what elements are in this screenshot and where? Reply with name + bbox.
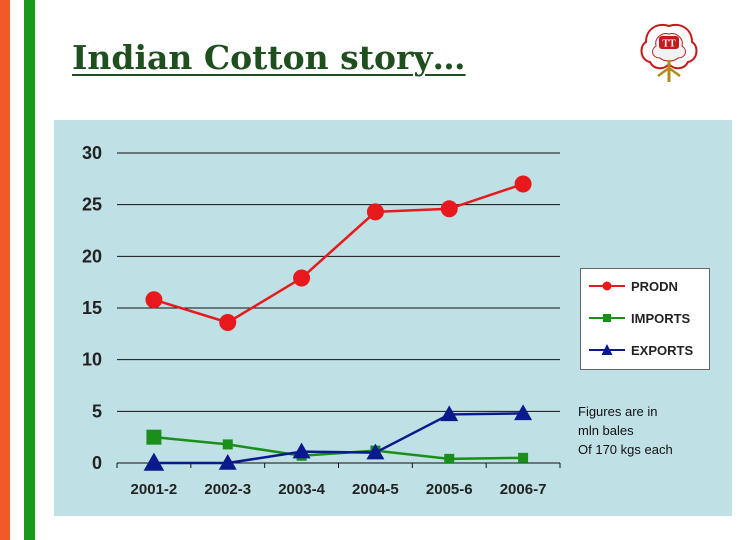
legend-item-exports: EXPORTS	[589, 340, 693, 360]
y-tick-label: 10	[82, 350, 102, 370]
legend-label-exports: EXPORTS	[631, 342, 694, 358]
green-stripe	[24, 0, 35, 540]
chart-legend: PRODN IMPORTS EXPORTS	[580, 268, 710, 370]
data-point-imports	[146, 429, 162, 445]
note-line-1: Figures are in	[578, 404, 658, 419]
units-note: Figures are in mln bales Of 170 kgs each	[578, 402, 673, 459]
orange-stripe	[0, 0, 10, 540]
data-point-imports	[222, 439, 233, 450]
x-tick-label: 2004-5	[352, 481, 399, 498]
line-chart: 0 5 10 15 20 25 30 2001-2 2002-3 2003-4 2004-5 2005…	[82, 143, 561, 498]
data-point-exports	[366, 443, 385, 460]
y-tick-label: 20	[82, 246, 102, 266]
data-point-exports	[440, 405, 459, 422]
note-line-2: mln bales	[578, 423, 634, 438]
legend-item-imports: IMPORTS	[589, 308, 690, 328]
exports-legend-marker	[589, 344, 625, 355]
x-tick-label: 2005-6	[426, 481, 473, 498]
x-tick-label: 2006-7	[500, 481, 547, 498]
logo-text: TT	[662, 39, 676, 50]
note-line-3: Of 170 kgs each	[578, 442, 673, 457]
data-point-imports	[444, 453, 455, 464]
data-point-prodn	[514, 175, 532, 193]
x-tick-label: 2003-4	[278, 481, 325, 498]
data-point-prodn	[145, 291, 163, 309]
data-point-imports	[518, 452, 529, 463]
y-tick-label: 0	[92, 453, 102, 473]
slide-title: Indian Cotton story…	[72, 38, 466, 77]
x-tick-label: 2002-3	[204, 481, 251, 498]
company-logo: TT	[640, 24, 698, 82]
y-tick-label: 25	[82, 195, 102, 215]
legend-label-prodn: PRODN	[631, 278, 678, 294]
white-stripe	[10, 0, 24, 540]
y-tick-label: 15	[82, 298, 102, 318]
imports-legend-marker	[589, 314, 625, 322]
chart-panel: 0 5 10 15 20 25 30 2001-2 2002-3 2003-4 2004-5 2005…	[54, 120, 732, 516]
data-point-exports	[143, 452, 165, 471]
data-point-prodn	[293, 269, 311, 287]
x-tick-label: 2001-2	[131, 481, 178, 498]
legend-item-prodn: PRODN	[589, 276, 678, 296]
data-point-exports	[292, 442, 311, 459]
data-point-exports	[218, 454, 237, 470]
prodn-legend-marker	[589, 281, 625, 291]
series-line-imports	[153, 435, 524, 461]
series-line-prodn	[153, 182, 524, 324]
legend-label-imports: IMPORTS	[631, 310, 691, 326]
y-tick-label: 5	[92, 401, 102, 421]
y-tick-label: 30	[82, 143, 102, 163]
data-point-prodn	[440, 200, 458, 218]
data-point-prodn	[366, 203, 384, 221]
series-line-exports	[153, 412, 524, 465]
data-point-prodn	[219, 313, 237, 331]
data-point-exports	[514, 404, 533, 421]
